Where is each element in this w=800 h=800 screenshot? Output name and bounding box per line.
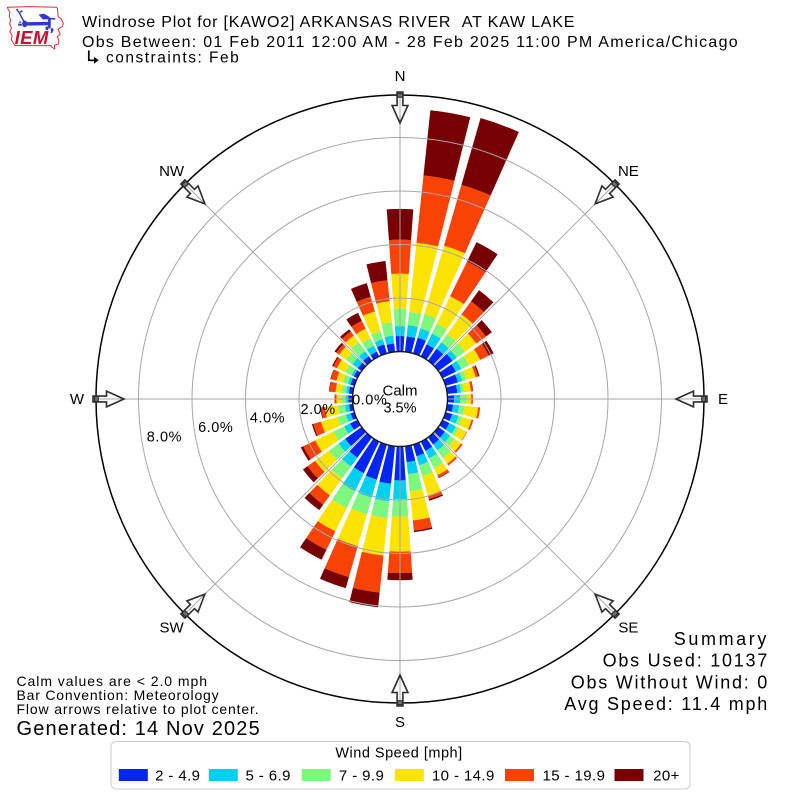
svg-text:20+: 20+ <box>653 768 680 785</box>
svg-text:Summary: Summary <box>674 629 769 649</box>
svg-text:SE: SE <box>618 620 638 637</box>
svg-text:Flow arrows relative to plot c: Flow arrows relative to plot center. <box>17 701 260 717</box>
svg-text:constraints: Feb: constraints: Feb <box>106 50 240 67</box>
svg-text:10 - 14.9: 10 - 14.9 <box>432 768 495 785</box>
svg-text:Avg Speed: 11.4 mph: Avg Speed: 11.4 mph <box>564 694 769 714</box>
svg-text:3.5%: 3.5% <box>383 400 416 416</box>
svg-text:N: N <box>395 68 406 85</box>
svg-text:2.0%: 2.0% <box>300 402 335 418</box>
svg-text:Wind Speed [mph]: Wind Speed [mph] <box>335 746 462 762</box>
svg-text:NE: NE <box>618 163 639 180</box>
svg-text:8.0%: 8.0% <box>147 430 182 446</box>
svg-text:Calm: Calm <box>382 383 417 400</box>
svg-text:SW: SW <box>160 620 185 637</box>
svg-text:0.0%: 0.0% <box>352 393 387 409</box>
svg-text:2 - 4.9: 2 - 4.9 <box>155 768 200 785</box>
svg-text:6.0%: 6.0% <box>198 420 233 436</box>
svg-text:Bar Convention: Meteorology: Bar Convention: Meteorology <box>17 687 220 703</box>
svg-text:Generated: 14 Nov 2025: Generated: 14 Nov 2025 <box>17 718 261 740</box>
svg-text:Windrose Plot for [KAWO2] ARKA: Windrose Plot for [KAWO2] ARKANSAS RIVER… <box>82 14 575 31</box>
svg-text:7 - 9.9: 7 - 9.9 <box>339 768 384 785</box>
svg-text:15 - 19.9: 15 - 19.9 <box>543 768 606 785</box>
svg-text:NW: NW <box>159 163 185 180</box>
svg-text:5 - 6.9: 5 - 6.9 <box>246 768 291 785</box>
svg-text:Obs Used: 10137: Obs Used: 10137 <box>603 651 769 671</box>
svg-text:Obs Without Wind: 0: Obs Without Wind: 0 <box>571 672 769 692</box>
svg-text:W: W <box>70 391 85 408</box>
svg-text:4.0%: 4.0% <box>250 411 285 427</box>
svg-text:E: E <box>718 391 728 408</box>
svg-text:Obs Between: 01 Feb 2011 12:00: Obs Between: 01 Feb 2011 12:00 AM - 28 F… <box>82 34 739 51</box>
svg-text:S: S <box>395 714 405 731</box>
svg-text:Calm values are < 2.0 mph: Calm values are < 2.0 mph <box>17 673 208 689</box>
svg-text:IEM: IEM <box>15 27 49 48</box>
